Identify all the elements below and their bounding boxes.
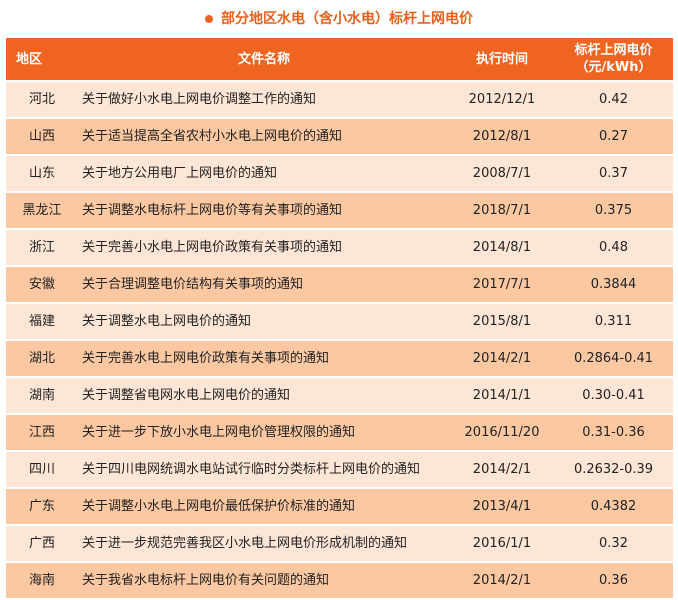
price-cell: 0.42 <box>554 80 673 118</box>
table-row: 黑龙江 关于调整水电标杆上网电价等有关事项的通知 2018/7/1 0.375 <box>6 191 673 229</box>
table-row: 安徽 关于合理调整电价结构有关事项的通知 2017/7/1 0.3844 <box>6 265 673 303</box>
region-cell: 海南 <box>6 561 78 598</box>
region-cell: 黑龙江 <box>6 191 78 229</box>
header-document: 文件名称 <box>78 38 450 81</box>
date-cell: 2017/7/1 <box>450 265 554 303</box>
table-row: 湖北 关于完善水电上网电价政策有关事项的通知 2014/2/1 0.2864-0.41 <box>6 339 673 377</box>
document-cell: 关于合理调整电价结构有关事项的通知 <box>78 265 450 303</box>
header-price: 标杆上网电价（元/kWh） <box>554 38 673 81</box>
table-title: 部分地区水电（含小水电）标杆上网电价 <box>0 8 678 28</box>
price-cell: 0.27 <box>554 117 673 155</box>
document-cell: 关于地方公用电厂上网电价的通知 <box>78 154 450 192</box>
date-cell: 2018/7/1 <box>450 191 554 229</box>
region-cell: 山东 <box>6 154 78 192</box>
document-cell: 关于调整省电网水电上网电价的通知 <box>78 376 450 414</box>
table-row: 四川 关于四川电网统调水电站试行临时分类标杆上网电价的通知 2014/2/1 0.26… <box>6 450 673 488</box>
price-table: 地区 文件名称 执行时间 标杆上网电价（元/kWh） 河北 关于做好小水电上网电价… <box>6 38 673 598</box>
date-cell: 2012/12/1 <box>450 80 554 118</box>
document-cell: 关于调整水电上网电价的通知 <box>78 302 450 340</box>
table-header: 地区 文件名称 执行时间 标杆上网电价（元/kWh） <box>6 38 673 81</box>
price-cell: 0.375 <box>554 191 673 229</box>
region-cell: 湖北 <box>6 339 78 377</box>
date-cell: 2008/7/1 <box>450 154 554 192</box>
table-row: 河北 关于做好小水电上网电价调整工作的通知 2012/12/1 0.42 <box>6 80 673 118</box>
date-cell: 2014/2/1 <box>450 339 554 377</box>
region-cell: 山西 <box>6 117 78 155</box>
region-cell: 四川 <box>6 450 78 488</box>
bullet-icon <box>205 15 213 23</box>
price-cell: 0.48 <box>554 228 673 266</box>
region-cell: 湖南 <box>6 376 78 414</box>
title-text: 部分地区水电（含小水电）标杆上网电价 <box>221 11 473 27</box>
document-cell: 关于进一步规范完善我区小水电上网电价形成机制的通知 <box>78 524 450 562</box>
header-date: 执行时间 <box>450 38 554 81</box>
price-cell: 0.2864-0.41 <box>554 339 673 377</box>
region-cell: 广东 <box>6 487 78 525</box>
price-cell: 0.36 <box>554 561 673 598</box>
document-cell: 关于做好小水电上网电价调整工作的通知 <box>78 80 450 118</box>
price-cell: 0.2632-0.39 <box>554 450 673 488</box>
region-cell: 广西 <box>6 524 78 562</box>
date-cell: 2015/8/1 <box>450 302 554 340</box>
document-cell: 关于四川电网统调水电站试行临时分类标杆上网电价的通知 <box>78 450 450 488</box>
document-cell: 关于调整小水电上网电价最低保护价标准的通知 <box>78 487 450 525</box>
date-cell: 2014/1/1 <box>450 376 554 414</box>
document-cell: 关于调整水电标杆上网电价等有关事项的通知 <box>78 191 450 229</box>
document-cell: 关于我省水电标杆上网电价有关问题的通知 <box>78 561 450 598</box>
price-cell: 0.37 <box>554 154 673 192</box>
table-row: 浙江 关于完善小水电上网电价政策有关事项的通知 2014/8/1 0.48 <box>6 228 673 266</box>
table-row: 海南 关于我省水电标杆上网电价有关问题的通知 2014/2/1 0.36 <box>6 561 673 598</box>
region-cell: 安徽 <box>6 265 78 303</box>
date-cell: 2013/4/1 <box>450 487 554 525</box>
table-row: 江西 关于进一步下放小水电上网电价管理权限的通知 2016/11/20 0.31-0.… <box>6 413 673 451</box>
region-cell: 江西 <box>6 413 78 451</box>
table-row: 山西 关于适当提高全省农村小水电上网电价的通知 2012/8/1 0.27 <box>6 117 673 155</box>
document-cell: 关于适当提高全省农村小水电上网电价的通知 <box>78 117 450 155</box>
document-cell: 关于完善水电上网电价政策有关事项的通知 <box>78 339 450 377</box>
date-cell: 2016/1/1 <box>450 524 554 562</box>
table-row: 广东 关于调整小水电上网电价最低保护价标准的通知 2013/4/1 0.4382 <box>6 487 673 525</box>
document-cell: 关于进一步下放小水电上网电价管理权限的通知 <box>78 413 450 451</box>
price-cell: 0.30-0.41 <box>554 376 673 414</box>
header-region: 地区 <box>6 38 78 81</box>
table-row: 山东 关于地方公用电厂上网电价的通知 2008/7/1 0.37 <box>6 154 673 192</box>
table-row: 广西 关于进一步规范完善我区小水电上网电价形成机制的通知 2016/1/1 0.32 <box>6 524 673 562</box>
price-cell: 0.311 <box>554 302 673 340</box>
table-row: 湖南 关于调整省电网水电上网电价的通知 2014/1/1 0.30-0.41 <box>6 376 673 414</box>
region-cell: 福建 <box>6 302 78 340</box>
price-cell: 0.4382 <box>554 487 673 525</box>
region-cell: 河北 <box>6 80 78 118</box>
price-cell: 0.31-0.36 <box>554 413 673 451</box>
price-cell: 0.3844 <box>554 265 673 303</box>
table-row: 福建 关于调整水电上网电价的通知 2015/8/1 0.311 <box>6 302 673 340</box>
date-cell: 2014/2/1 <box>450 561 554 598</box>
document-cell: 关于完善小水电上网电价政策有关事项的通知 <box>78 228 450 266</box>
date-cell: 2014/2/1 <box>450 450 554 488</box>
date-cell: 2014/8/1 <box>450 228 554 266</box>
price-cell: 0.32 <box>554 524 673 562</box>
region-cell: 浙江 <box>6 228 78 266</box>
date-cell: 2016/11/20 <box>450 413 554 451</box>
date-cell: 2012/8/1 <box>450 117 554 155</box>
